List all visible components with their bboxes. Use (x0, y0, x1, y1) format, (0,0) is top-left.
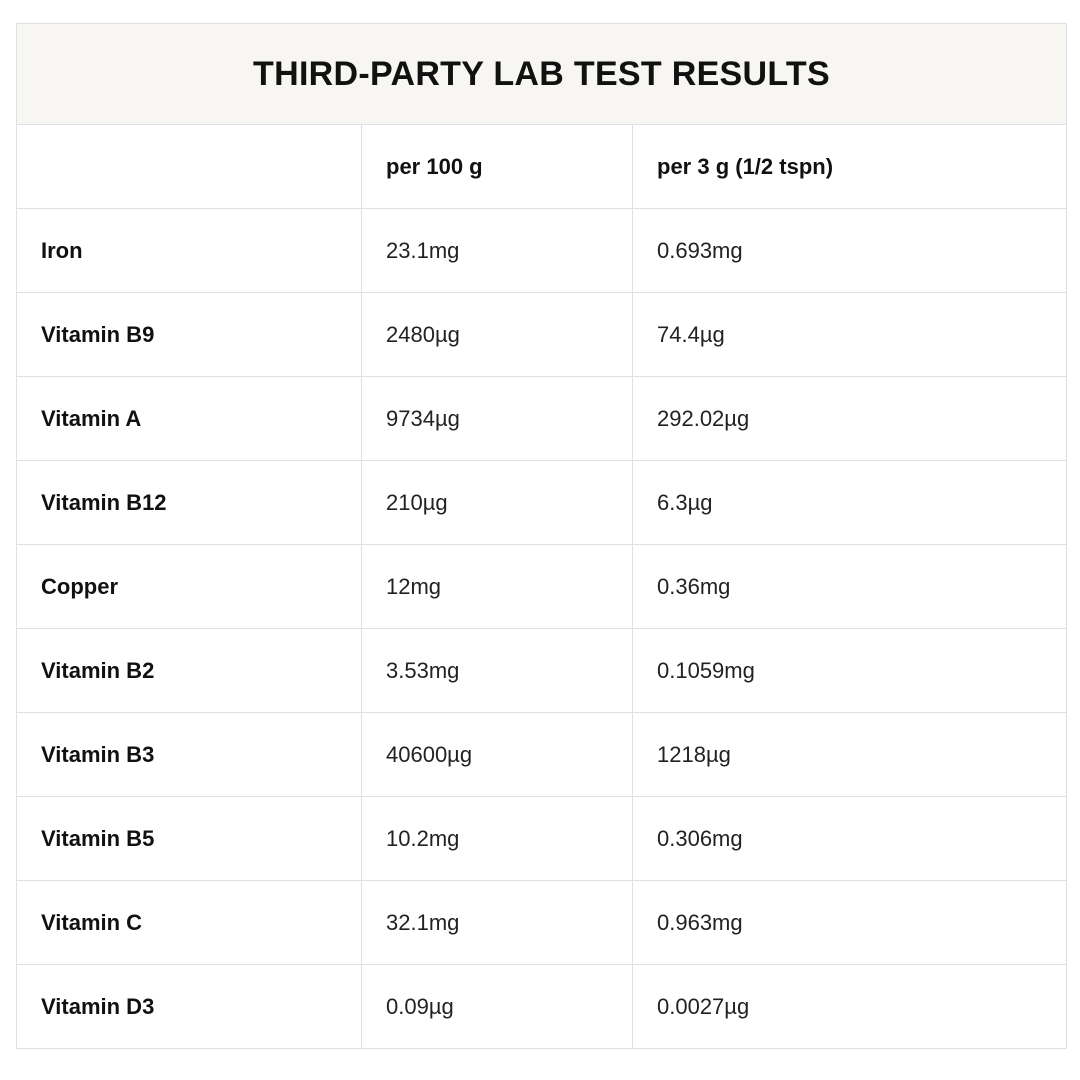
table-row: Vitamin B2 3.53mg 0.1059mg (16, 628, 1067, 713)
value-per-serving: 0.693mg (632, 208, 1067, 293)
nutrient-name: Vitamin B3 (16, 712, 362, 797)
table-row: Vitamin B12 210µg 6.3µg (16, 460, 1067, 545)
table-row: Vitamin B9 2480µg 74.4µg (16, 292, 1067, 377)
value-per-100g: 3.53mg (361, 628, 633, 713)
value-per-serving: 0.36mg (632, 544, 1067, 629)
nutrient-name: Vitamin C (16, 880, 362, 965)
nutrient-name: Vitamin B12 (16, 460, 362, 545)
table-title: THIRD-PARTY LAB TEST RESULTS (16, 23, 1067, 125)
value-per-100g: 2480µg (361, 292, 633, 377)
nutrient-name: Copper (16, 544, 362, 629)
value-per-serving: 0.306mg (632, 796, 1067, 881)
value-per-100g: 10.2mg (361, 796, 633, 881)
table-row: Vitamin B5 10.2mg 0.306mg (16, 796, 1067, 881)
nutrient-name: Vitamin B5 (16, 796, 362, 881)
table-row: Vitamin A 9734µg 292.02µg (16, 376, 1067, 461)
value-per-serving: 74.4µg (632, 292, 1067, 377)
value-per-serving: 0.1059mg (632, 628, 1067, 713)
table-row: Vitamin C 32.1mg 0.963mg (16, 880, 1067, 965)
value-per-100g: 9734µg (361, 376, 633, 461)
nutrient-name: Iron (16, 208, 362, 293)
table-row: Vitamin B3 40600µg 1218µg (16, 712, 1067, 797)
value-per-serving: 0.963mg (632, 880, 1067, 965)
value-per-100g: 0.09µg (361, 964, 633, 1049)
value-per-serving: 6.3µg (632, 460, 1067, 545)
table-row: Copper 12mg 0.36mg (16, 544, 1067, 629)
header-nutrient (16, 124, 362, 209)
nutrient-name: Vitamin B9 (16, 292, 362, 377)
table-body: per 100 g per 3 g (1/2 tspn) Iron 23.1mg… (16, 124, 1067, 1049)
value-per-100g: 40600µg (361, 712, 633, 797)
value-per-serving: 0.0027µg (632, 964, 1067, 1049)
header-per-100g: per 100 g (361, 124, 633, 209)
nutrient-name: Vitamin D3 (16, 964, 362, 1049)
table-row: Vitamin D3 0.09µg 0.0027µg (16, 964, 1067, 1049)
header-per-serving: per 3 g (1/2 tspn) (632, 124, 1067, 209)
nutrient-name: Vitamin B2 (16, 628, 362, 713)
lab-results-table: THIRD-PARTY LAB TEST RESULTS per 100 g p… (16, 23, 1067, 1049)
value-per-serving: 1218µg (632, 712, 1067, 797)
value-per-100g: 12mg (361, 544, 633, 629)
title-row: THIRD-PARTY LAB TEST RESULTS (16, 23, 1067, 125)
value-per-100g: 32.1mg (361, 880, 633, 965)
nutrient-name: Vitamin A (16, 376, 362, 461)
value-per-100g: 23.1mg (361, 208, 633, 293)
value-per-serving: 292.02µg (632, 376, 1067, 461)
column-header-row: per 100 g per 3 g (1/2 tspn) (16, 124, 1067, 209)
value-per-100g: 210µg (361, 460, 633, 545)
table-row: Iron 23.1mg 0.693mg (16, 208, 1067, 293)
